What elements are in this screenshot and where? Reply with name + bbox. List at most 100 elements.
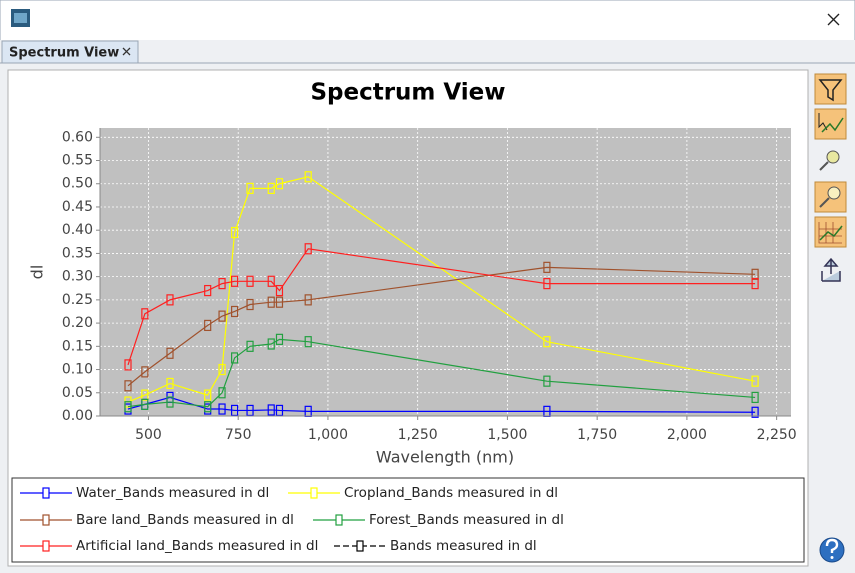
cursor-icon-line xyxy=(821,117,844,133)
point-marker xyxy=(231,226,239,239)
legend-swatch-marker xyxy=(335,514,343,526)
toolbar xyxy=(814,73,847,282)
help-button[interactable] xyxy=(819,537,845,563)
x-tick-label: 750 xyxy=(225,427,252,443)
point-marker xyxy=(267,296,275,308)
point-marker xyxy=(204,319,212,332)
y-tick-label: 0.25 xyxy=(62,292,93,308)
point-marker xyxy=(231,352,239,364)
app-icon-inner xyxy=(14,13,27,23)
series-line xyxy=(127,338,756,408)
legend-box xyxy=(11,477,805,563)
point-marker xyxy=(204,389,212,401)
help-glyph xyxy=(825,538,839,553)
legend-label: Cropland_Bands measured in dl xyxy=(344,485,558,501)
zoom-handle xyxy=(819,161,829,171)
point-marker xyxy=(267,338,275,350)
x-tick-label: 1,500 xyxy=(487,427,527,443)
zoom-icon[interactable] xyxy=(826,150,840,164)
tab[interactable] xyxy=(1,40,139,64)
point-marker xyxy=(267,275,275,287)
point-marker xyxy=(304,336,312,348)
close-button[interactable] xyxy=(827,13,840,26)
zoom-icon xyxy=(827,186,841,200)
point-marker xyxy=(166,294,174,306)
point-marker xyxy=(543,375,551,387)
point-marker xyxy=(124,380,132,392)
series-line xyxy=(127,396,756,413)
point-marker xyxy=(218,363,226,376)
grid-button[interactable] xyxy=(814,216,847,248)
point-marker xyxy=(751,391,759,404)
point-marker xyxy=(231,404,239,417)
series-line xyxy=(127,176,756,403)
point-marker xyxy=(204,401,212,413)
cursor-icon xyxy=(818,113,828,131)
legend-label: Bands measured in dl xyxy=(390,538,537,554)
series-line xyxy=(127,266,756,387)
y-axis-label: dl xyxy=(28,265,47,280)
point-marker xyxy=(304,243,312,255)
point-marker xyxy=(246,340,254,352)
chart-title: Spectrum View xyxy=(310,80,505,106)
tab-label: Spectrum View xyxy=(9,46,119,61)
x-tick-label: 2,000 xyxy=(667,427,707,443)
point-marker xyxy=(141,308,149,320)
export-icon[interactable] xyxy=(821,257,841,282)
help-dot xyxy=(830,556,834,559)
point-marker xyxy=(275,296,284,308)
point-marker xyxy=(166,396,174,408)
point-marker xyxy=(304,171,312,183)
y-tick-label: 0.05 xyxy=(62,385,93,401)
point-marker xyxy=(275,404,284,417)
point-marker xyxy=(124,359,132,371)
y-tick-label: 0.10 xyxy=(62,362,93,378)
tab-close[interactable] xyxy=(122,47,131,56)
x-tick-label: 1,000 xyxy=(308,427,348,443)
legend-label: Artificial land_Bands measured in dl xyxy=(76,538,318,554)
x-axis-label: Wavelength (nm) xyxy=(376,448,514,467)
point-marker xyxy=(751,406,759,418)
point-marker xyxy=(124,401,132,413)
legend-swatch-marker xyxy=(42,514,50,526)
grid-icon xyxy=(818,222,842,244)
point-marker xyxy=(275,284,284,297)
legend-label: Forest_Bands measured in dl xyxy=(369,512,564,528)
point-marker xyxy=(231,275,239,287)
point-marker xyxy=(218,387,226,399)
point-marker xyxy=(275,333,284,345)
y-tick-label: 0.30 xyxy=(62,269,93,285)
point-marker xyxy=(141,389,149,401)
point-marker xyxy=(751,375,759,387)
point-marker xyxy=(751,278,759,290)
point-marker xyxy=(246,182,254,194)
close-stroke xyxy=(827,13,840,26)
legend-swatch-marker xyxy=(310,487,318,499)
point-marker xyxy=(543,336,551,348)
y-tick-label: 0.60 xyxy=(62,129,93,145)
point-marker xyxy=(166,347,174,359)
filter-button[interactable] xyxy=(814,73,847,105)
point-marker xyxy=(543,261,551,273)
point-marker xyxy=(141,366,149,378)
y-tick-label: 0.45 xyxy=(62,199,93,215)
y-tick-label: 0.00 xyxy=(62,408,93,424)
point-marker xyxy=(267,404,275,416)
y-tick-label: 0.40 xyxy=(62,222,93,238)
tab-close-stroke xyxy=(122,47,131,56)
point-marker xyxy=(304,294,312,306)
point-marker xyxy=(275,178,284,190)
point-marker xyxy=(246,275,254,287)
point-marker xyxy=(543,278,551,290)
x-tick-label: 500 xyxy=(135,427,162,443)
point-marker xyxy=(166,377,174,390)
legend-label: Bare land_Bands measured in dl xyxy=(76,512,294,528)
y-tick-label: 0.15 xyxy=(62,338,93,354)
point-marker xyxy=(218,310,226,322)
point-marker xyxy=(231,305,239,318)
filter-icon xyxy=(818,79,843,102)
point-marker xyxy=(204,284,212,297)
legend-swatch-marker xyxy=(42,540,50,552)
